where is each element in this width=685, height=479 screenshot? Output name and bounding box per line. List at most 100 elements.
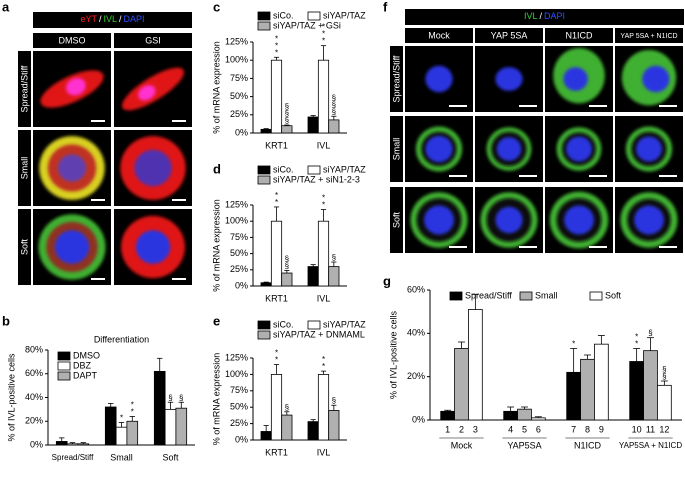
cell-region: [564, 205, 594, 235]
significance-mark: *: [569, 340, 578, 347]
micrograph: [33, 130, 111, 206]
cell-region: [563, 67, 588, 91]
legend-swatch: [257, 320, 271, 330]
significance-mark: §§§: [282, 102, 291, 124]
bar-number: 9: [599, 424, 604, 434]
bar: [77, 443, 90, 446]
bar: [468, 309, 483, 421]
stain-name: DAPI: [124, 14, 145, 24]
legend-swatch: [449, 291, 463, 301]
row-header: [18, 209, 31, 285]
stain-bar: [33, 12, 192, 28]
significance-mark: §: [166, 393, 175, 401]
legend-label: DBZ: [73, 360, 92, 370]
x-tick-label: YAP5SA + N1ICD: [619, 441, 682, 450]
row-label: Spread/Stiff: [19, 65, 29, 112]
y-axis-label: % of mRNA expression: [211, 41, 221, 134]
bar-number: 8: [585, 424, 590, 434]
legend-swatch: [57, 351, 71, 361]
legend-swatch: [257, 165, 271, 175]
legend-label: siCo.: [273, 319, 294, 329]
legend-label: siYAP/TAZ: [323, 10, 366, 20]
bar: [657, 384, 672, 421]
bar: [629, 361, 644, 421]
panel-letter: c: [213, 0, 220, 14]
cell-region: [495, 206, 523, 234]
bar: [307, 266, 319, 287]
bar: [281, 414, 293, 441]
legend-swatch: [57, 361, 71, 371]
panel-letter: g: [383, 273, 391, 288]
bar: [317, 59, 330, 134]
bar: [328, 410, 340, 441]
stain-label: eYT / IVL / DAPI: [80, 14, 144, 24]
bar: [260, 128, 272, 134]
bar-number: 5: [522, 424, 527, 434]
column-label: N1ICD: [565, 30, 593, 40]
y-tick-label: 125%: [225, 199, 248, 209]
stain-separator: /: [119, 14, 122, 24]
column-header: [475, 28, 543, 43]
significance-mark: §: [329, 396, 338, 404]
bar: [270, 373, 283, 441]
bar: [66, 443, 79, 446]
bar-number: 1: [445, 424, 450, 434]
bar: [281, 125, 293, 134]
row-header: [390, 116, 403, 182]
bar: [454, 348, 469, 421]
column-header: [545, 28, 613, 43]
y-tick-label: 25%: [230, 109, 248, 119]
legend-label: siYAP/TAZ: [323, 319, 366, 329]
column-label: YAP 5SA: [491, 30, 528, 40]
y-tick-label: 0%: [30, 439, 43, 449]
significance-mark: *: [117, 413, 126, 420]
legend-label: Small: [535, 290, 558, 300]
row-label: Small: [19, 157, 29, 180]
significance-mark: **: [319, 355, 328, 369]
legend-label: Spread/Stiff: [465, 290, 512, 300]
significance-mark: §: [282, 403, 291, 411]
legend-label: DAPT: [73, 370, 98, 380]
bar: [517, 408, 532, 421]
y-tick-label: 60%: [25, 368, 43, 378]
legend-label: DMSO: [73, 350, 100, 360]
micrograph: [405, 116, 473, 182]
y-tick-label: 75%: [230, 385, 248, 395]
x-tick-label: IVL: [317, 293, 331, 303]
stain-bar: [405, 9, 684, 25]
y-tick-label: 0%: [235, 280, 248, 290]
y-axis-label: % of IVL-positive cells: [6, 353, 16, 442]
column-header: [615, 28, 683, 43]
micrograph: [475, 46, 543, 112]
cell-region: [496, 137, 522, 161]
legend-label: Soft: [605, 290, 622, 300]
legend-swatch: [519, 291, 533, 301]
bar: [307, 116, 319, 134]
legend-swatch: [257, 175, 271, 185]
micrograph: [405, 187, 473, 253]
bar: [104, 406, 117, 446]
significance-mark: §: [329, 253, 338, 261]
y-tick-label: 125%: [225, 36, 248, 46]
y-axis-label: % of mRNA expression: [211, 353, 221, 446]
y-tick-label: 0%: [235, 434, 248, 444]
micrograph: [475, 116, 543, 182]
significance-mark: **: [128, 401, 137, 415]
y-axis-label: % of IVL-positive cells: [388, 310, 398, 399]
stain-name: eYT: [80, 14, 97, 24]
legend-swatch: [307, 11, 321, 21]
legend-swatch: [307, 320, 321, 330]
micrograph: [114, 51, 192, 127]
y-tick-label: 50%: [230, 91, 248, 101]
significance-mark: §§: [282, 254, 291, 269]
y-tick-label: 20%: [407, 371, 425, 381]
x-tick-label: N1ICD: [574, 440, 602, 450]
panel-letter: a: [2, 0, 10, 14]
bar: [531, 417, 546, 421]
stain-name: IVL: [103, 14, 117, 24]
y-tick-label: 100%: [225, 216, 248, 226]
y-tick-label: 50%: [230, 248, 248, 258]
cell-region: [425, 135, 453, 163]
row-header: [18, 51, 31, 127]
legend-label: siYAP/TAZ + DNMAML: [273, 329, 365, 339]
